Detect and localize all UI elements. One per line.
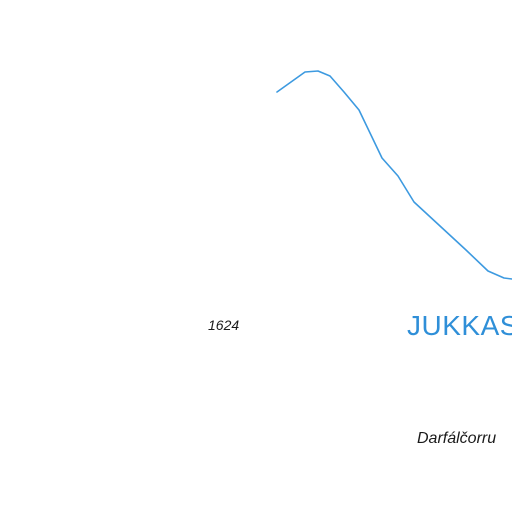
place-name-label: Darfálčorru xyxy=(417,430,497,447)
stream-line xyxy=(276,70,512,280)
spot-height-label: 1624 xyxy=(208,317,240,333)
region-name-label: JUKKAS xyxy=(407,310,512,341)
